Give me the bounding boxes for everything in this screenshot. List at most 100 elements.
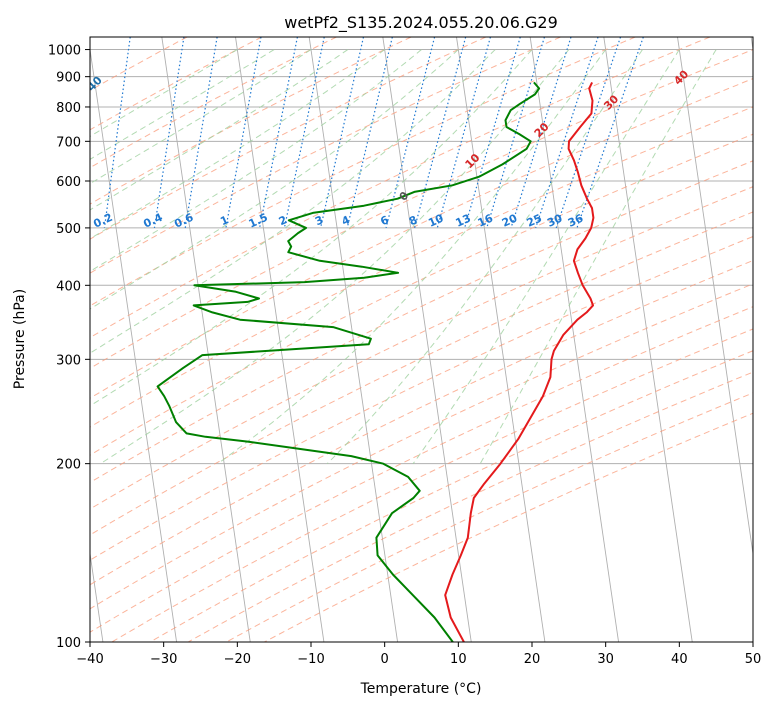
isotherm-line: [603, 37, 693, 642]
y-tick-label: 700: [56, 135, 81, 150]
x-tick-label: −40: [76, 652, 103, 667]
dry-adiabat-line: [264, 412, 753, 642]
dry-adiabat-line: [90, 37, 412, 205]
dry-adiabat-line: [90, 37, 561, 274]
dry-adiabat-line: [90, 133, 753, 456]
dry-adiabat-line: [90, 259, 753, 586]
y-tick-label: 600: [56, 175, 81, 190]
moist-adiabat-line: [326, 49, 643, 465]
mixing-ratio-line: [153, 37, 185, 228]
dry-adiabat-label: 40: [671, 67, 691, 87]
dry-adiabat-line: [90, 160, 753, 484]
mixing-ratio-line: [555, 37, 622, 229]
moist-adiabat-line: [100, 49, 570, 465]
dry-adiabat-line: [90, 186, 753, 510]
mixing-ratio-line: [184, 37, 218, 228]
plot-frame: [89, 36, 754, 643]
dry-adiabat-line: [90, 235, 753, 561]
mixing-ratio-line: [385, 37, 436, 229]
mixing-ratio-label: 13: [454, 212, 473, 230]
isotherm-line: [456, 37, 546, 642]
temperature-line: [444, 81, 595, 642]
x-tick-label: −10: [297, 652, 324, 667]
moist-adiabat-line: [90, 49, 533, 407]
sounding-series: [156, 81, 595, 642]
x-axis: −40 −30 −20 −10 0 10 20 30 40 50: [76, 642, 761, 667]
mixing-ratio-line: [225, 37, 262, 229]
y-axis-label: Pressure (hPa): [12, 289, 28, 389]
dry-adiabat-line: [90, 211, 753, 536]
mixing-ratio-line: [436, 37, 492, 229]
dry-adiabat-line: [90, 37, 337, 169]
mixing-ratio-line: [320, 37, 365, 229]
mixing-ratio-line: [103, 37, 131, 228]
y-axis: 100 200 300 400 500 600 700 800 900 1000: [48, 44, 90, 651]
isotherm-line: [382, 37, 472, 642]
moist-adiabat-line: [90, 49, 349, 211]
dry-adiabat-label: 0: [397, 189, 412, 204]
mixing-ratio-label: 4: [340, 213, 353, 228]
y-tick-label: 100: [56, 636, 81, 651]
y-tick-label: 200: [56, 458, 81, 473]
dry-adiabat-line: [90, 283, 753, 610]
x-axis-label: Temperature (°C): [360, 681, 482, 697]
dry-adiabat-line: [90, 37, 262, 131]
dewpoint-line: [156, 81, 541, 642]
dry-adiabat-line: [90, 106, 753, 428]
isotherm-line: [677, 37, 753, 557]
x-tick-label: 40: [671, 652, 688, 667]
mixing-ratio-label: 3: [313, 213, 325, 228]
mixing-ratio-line: [535, 37, 599, 229]
x-tick-label: 50: [745, 652, 762, 667]
isotherm-line: [750, 37, 753, 53]
moist-adiabat-line: [90, 49, 496, 354]
dry-adiabat-label: -30: [142, 0, 165, 5]
x-tick-label: 20: [524, 652, 541, 667]
mixing-ratio-line: [58, 37, 80, 228]
mixing-ratio-line: [346, 37, 393, 229]
moist-adiabat-line: [90, 49, 459, 310]
line-labels: 0.10.20.40.611.52346810131620253036-100-…: [21, 0, 692, 230]
dry-adiabat-line: [90, 49, 753, 369]
moist-adiabat-line: [90, 49, 275, 160]
y-tick-label: 400: [56, 279, 81, 294]
dry-adiabat-label: -50: [21, 166, 44, 189]
mixing-ratio-label: 20: [500, 212, 520, 230]
x-tick-label: 10: [450, 652, 467, 667]
moist-adiabat-line: [90, 49, 385, 240]
mixing-ratio-label: 10: [426, 212, 446, 230]
mixing-ratio-line: [464, 37, 521, 229]
moist-adiabat-line: [90, 49, 312, 185]
dry-adiabat-line: [90, 37, 711, 339]
moist-adiabat-line: [479, 49, 717, 464]
mixing-ratio-line: [576, 37, 644, 229]
dry-adiabat-line: [90, 78, 753, 399]
y-tick-label: 500: [56, 222, 81, 237]
dry-adiabat-line: [90, 37, 636, 307]
dry-adiabat-line: [149, 350, 753, 642]
mixing-ratio-line: [283, 37, 325, 229]
chart-title: wetPf2_S135.2024.055.20.06.G29: [284, 13, 558, 33]
isotherm-line: [161, 37, 251, 642]
background-lines: [58, 37, 753, 642]
mixing-ratio-line: [510, 37, 572, 229]
isotherm-line: [235, 37, 325, 642]
x-tick-label: 0: [381, 652, 389, 667]
mixing-ratio-label: 30: [545, 212, 565, 230]
y-tick-label: 1000: [48, 44, 81, 59]
y-tick-label: 800: [56, 101, 81, 116]
dry-adiabat-label: 20: [532, 120, 552, 140]
mixing-ratio-line: [486, 37, 546, 229]
y-tick-label: 300: [56, 353, 81, 368]
x-tick-label: −20: [224, 652, 251, 667]
moist-adiabat-line: [412, 49, 680, 464]
y-tick-label: 900: [56, 71, 81, 86]
x-tick-label: −30: [150, 652, 177, 667]
dry-adiabat-line: [187, 371, 753, 642]
isotherm-line: [90, 46, 178, 642]
x-tick-label: 30: [597, 652, 614, 667]
dry-adiabat-label: 10: [463, 151, 483, 171]
mixing-ratio-line: [414, 37, 467, 229]
mixing-ratio-label: 16: [476, 212, 496, 230]
